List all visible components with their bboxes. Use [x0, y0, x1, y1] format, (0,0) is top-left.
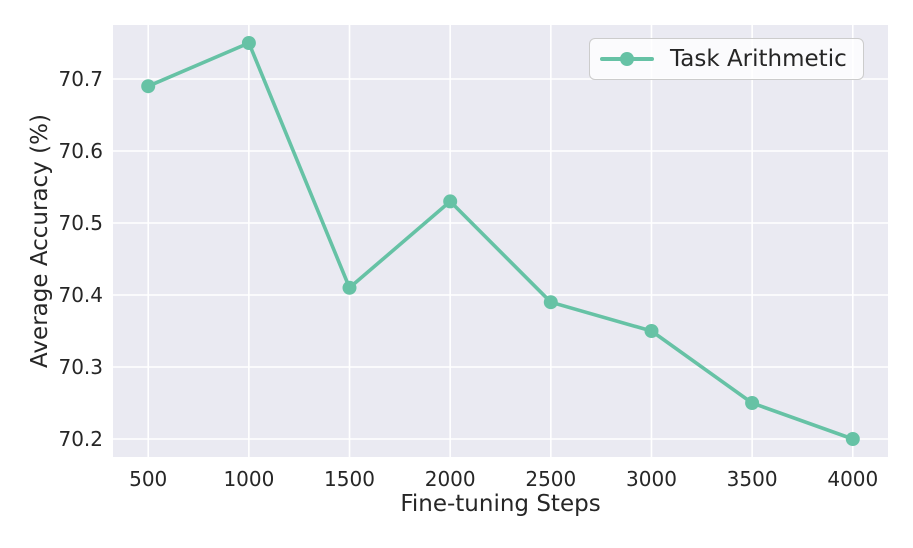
legend-label: Task Arithmetic	[670, 46, 847, 72]
x-tick-label: 2500	[525, 467, 576, 491]
x-tick-label: 4000	[827, 467, 878, 491]
data-point	[241, 36, 256, 50]
x-tick-label: 1500	[324, 467, 375, 491]
data-point	[745, 396, 760, 410]
y-axis-label: Average Accuracy (%)	[27, 114, 53, 368]
data-point	[443, 194, 458, 209]
legend-marker-icon	[620, 52, 634, 66]
x-tick-label: 3000	[626, 467, 677, 491]
y-tick-label: 70.6	[58, 139, 103, 163]
x-axis-label: Fine-tuning Steps	[400, 491, 601, 517]
data-line	[146, 41, 855, 441]
data-point	[543, 295, 558, 310]
y-tick-label: 70.4	[58, 283, 103, 307]
x-tick-label: 2000	[425, 467, 476, 491]
y-tick-label: 70.2	[58, 427, 103, 451]
data-point	[141, 79, 156, 94]
x-tick-label: 1000	[223, 467, 274, 491]
y-tick-label: 70.3	[58, 355, 103, 379]
data-point	[342, 280, 357, 295]
data-point	[644, 324, 659, 338]
data-point	[845, 432, 860, 446]
y-tick-label: 70.7	[58, 67, 103, 91]
x-tick-label: 500	[129, 467, 167, 491]
y-tick-label: 70.5	[58, 211, 103, 235]
plot-background	[113, 25, 888, 457]
x-tick-label: 3500	[727, 467, 778, 491]
legend: Task Arithmetic	[589, 38, 864, 80]
legend-line-sample	[600, 52, 654, 66]
